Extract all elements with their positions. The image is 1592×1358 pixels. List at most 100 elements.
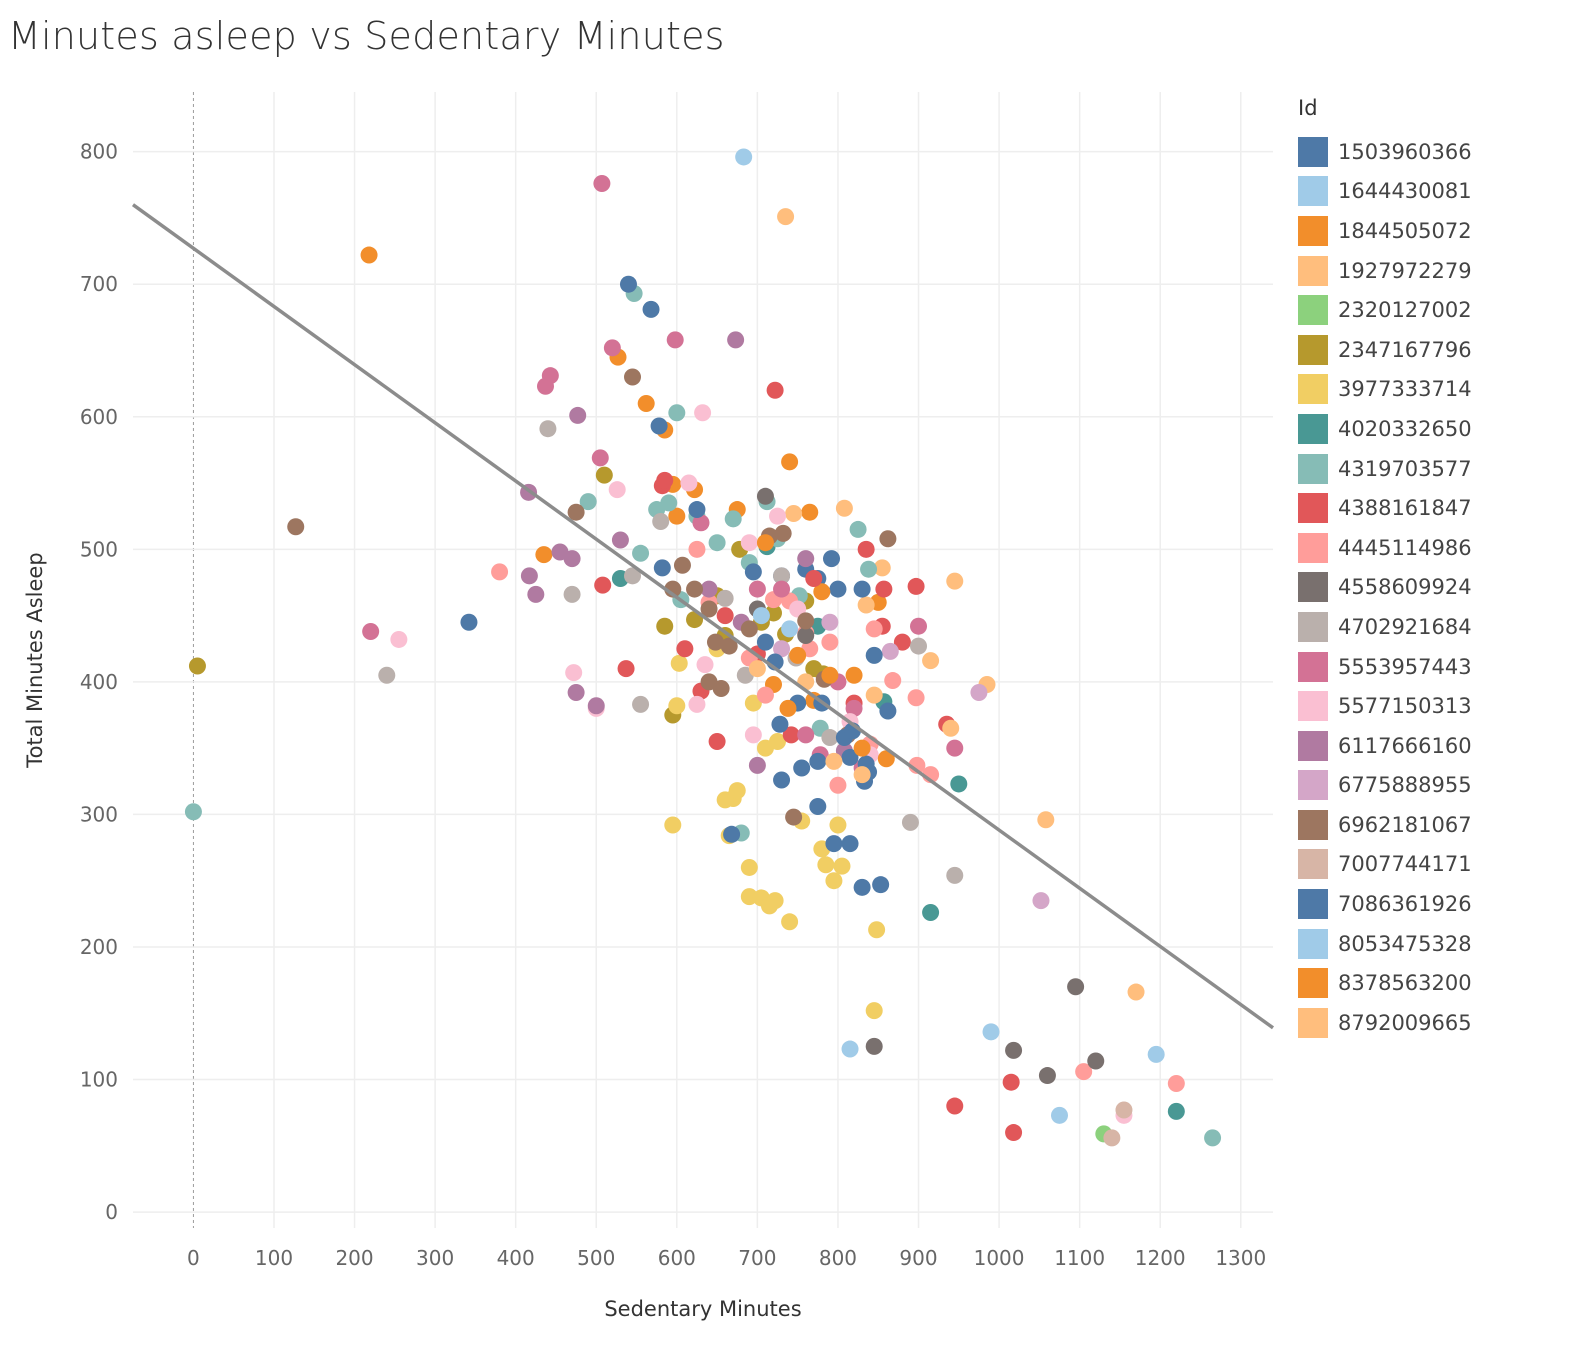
- data-point: [686, 580, 704, 598]
- data-point: [536, 377, 554, 395]
- legend-title: Id: [1298, 96, 1318, 120]
- legend-swatch: [1298, 413, 1328, 444]
- data-point: [829, 776, 847, 794]
- data-point: [565, 664, 583, 682]
- legend-swatch: [1298, 215, 1328, 246]
- y-tick-label: 0: [105, 1200, 118, 1224]
- data-point: [595, 466, 613, 484]
- data-point: [184, 803, 202, 821]
- legend-item: 8792009665: [1298, 1003, 1472, 1043]
- legend-label: 1644430081: [1338, 179, 1472, 204]
- x-tick-label: 1300: [1215, 1246, 1266, 1270]
- legend-label: 4558609924: [1338, 575, 1472, 600]
- data-point: [716, 791, 734, 809]
- data-point: [809, 797, 827, 815]
- data-point: [608, 481, 626, 499]
- data-point: [637, 395, 655, 413]
- legend-item: 1844505072: [1298, 211, 1472, 251]
- data-point: [817, 856, 835, 874]
- data-point: [789, 646, 807, 664]
- data-point: [673, 556, 691, 574]
- data-point: [744, 563, 762, 581]
- legend-swatch: [1298, 136, 1328, 167]
- data-point: [676, 640, 694, 658]
- legend-label: 2347167796: [1338, 337, 1472, 362]
- legend-swatch: [1298, 572, 1328, 603]
- data-point: [668, 697, 686, 715]
- data-point: [653, 559, 671, 577]
- legend-item: 4319703577: [1298, 449, 1472, 489]
- data-point: [821, 613, 839, 631]
- y-tick-label: 200: [80, 935, 118, 959]
- data-point: [593, 174, 611, 192]
- data-point: [360, 246, 378, 264]
- legend-item: 4702921684: [1298, 607, 1472, 647]
- data-point: [766, 381, 784, 399]
- legend-label: 6775888955: [1338, 773, 1472, 798]
- data-point: [841, 835, 859, 853]
- data-point: [668, 404, 686, 422]
- data-point: [694, 404, 712, 422]
- data-point: [744, 726, 762, 744]
- data-point: [823, 550, 841, 568]
- data-point: [727, 331, 745, 349]
- legend-swatch: [1298, 889, 1328, 920]
- x-tick-label: 200: [335, 1246, 373, 1270]
- legend-label: 4319703577: [1338, 456, 1472, 481]
- legend-item: 8053475328: [1298, 924, 1472, 964]
- data-point: [797, 612, 815, 630]
- data-point: [875, 580, 893, 598]
- data-point: [632, 544, 650, 562]
- data-point: [1005, 1124, 1023, 1142]
- legend-swatch: [1298, 453, 1328, 484]
- data-point: [785, 505, 803, 523]
- legend-item: 4558609924: [1298, 568, 1472, 608]
- legend-swatch: [1298, 295, 1328, 326]
- data-point: [774, 524, 792, 542]
- legend-swatch: [1298, 691, 1328, 722]
- y-tick-label: 400: [80, 670, 118, 694]
- axis-ticks: 0 100 200 300 400 500 600 700 800 900 1000 1100 1200…: [80, 140, 1266, 1270]
- data-point: [910, 637, 928, 655]
- legend-label: 7007744171: [1338, 852, 1472, 877]
- x-tick-label: 1100: [1054, 1246, 1105, 1270]
- x-tick-label: 1200: [1135, 1246, 1186, 1270]
- x-tick-label: 1000: [974, 1246, 1025, 1270]
- data-point: [594, 576, 612, 594]
- data-point: [853, 580, 871, 598]
- data-point: [756, 686, 774, 704]
- data-point: [688, 540, 706, 558]
- data-point: [567, 683, 585, 701]
- legend-label: 7086361926: [1338, 892, 1472, 917]
- legend-label: 5577150313: [1338, 694, 1472, 719]
- data-point: [849, 520, 867, 538]
- data-point: [782, 726, 800, 744]
- x-tick-label: 100: [255, 1246, 293, 1270]
- data-point: [716, 607, 734, 625]
- legend-swatch: [1298, 968, 1328, 999]
- legend-item: 4020332650: [1298, 409, 1472, 449]
- data-point: [692, 514, 710, 532]
- y-tick-label: 700: [80, 272, 118, 296]
- data-point: [805, 569, 823, 587]
- data-point: [1103, 1129, 1121, 1147]
- data-point: [821, 666, 839, 684]
- data-point: [779, 699, 797, 717]
- data-point: [688, 695, 706, 713]
- data-point: [853, 739, 871, 757]
- legend-label: 5553957443: [1338, 654, 1472, 679]
- data-point: [773, 580, 791, 598]
- legend-swatch: [1298, 532, 1328, 563]
- data-point: [821, 633, 839, 651]
- data-point: [756, 633, 774, 651]
- data-point: [680, 474, 698, 492]
- data-point: [841, 748, 859, 766]
- data-point: [835, 499, 853, 517]
- data-point: [740, 534, 758, 552]
- data-point: [624, 567, 642, 585]
- data-point: [893, 633, 911, 651]
- data-point: [910, 617, 928, 635]
- legend-items: 1503960366 1644430081 1844505072 1927972279…: [1298, 132, 1472, 1043]
- data-point: [946, 572, 964, 590]
- data-point: [539, 420, 557, 438]
